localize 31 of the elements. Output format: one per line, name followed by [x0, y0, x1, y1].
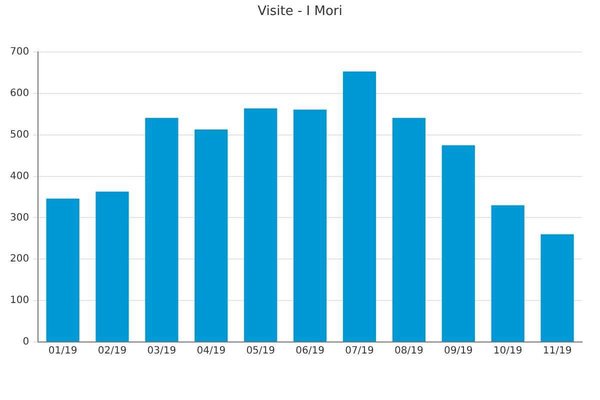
bar [540, 234, 574, 342]
chart-title: Visite - I Mori [256, 4, 344, 19]
bar [342, 71, 376, 342]
x-tick-label: 02/19 [98, 346, 127, 357]
y-tick-label: 600 [10, 88, 30, 100]
y-tick-label: 500 [10, 129, 30, 140]
bar [96, 192, 129, 342]
y-tick-label: 400 [10, 170, 30, 182]
y-tick-label: 700 [10, 46, 30, 58]
x-tick-label: 05/19 [246, 346, 276, 357]
bar [46, 198, 80, 342]
y-tick-label: 200 [10, 254, 30, 265]
x-tick-label: 01/19 [48, 346, 78, 357]
bar [442, 145, 475, 342]
x-tick-label: 09/19 [444, 346, 473, 357]
y-tick-label: 0 [22, 336, 30, 348]
x-tick-label: 08/19 [394, 346, 424, 357]
bar [392, 118, 426, 342]
bar [244, 108, 278, 342]
x-tick-label: 03/19 [147, 346, 176, 357]
y-tick-label: 300 [10, 212, 30, 224]
x-tick-label: 10/19 [493, 346, 522, 357]
x-tick-label: 04/19 [196, 346, 226, 357]
bar [194, 129, 228, 342]
bar [491, 205, 524, 342]
x-tick-label: 07/19 [345, 346, 374, 357]
x-tick-label: 11/19 [542, 346, 572, 357]
x-tick-label: 06/19 [296, 346, 324, 357]
bar [293, 110, 327, 342]
y-tick-label: 100 [10, 295, 30, 306]
bar [145, 118, 178, 342]
